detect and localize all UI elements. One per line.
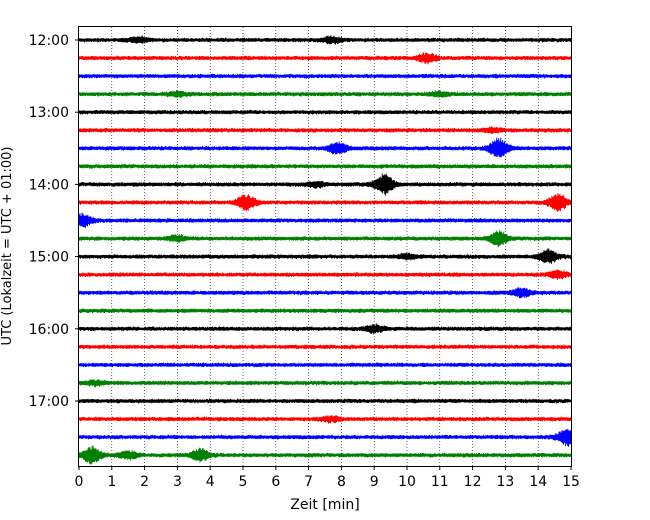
x-tick-label: 14 <box>529 474 547 490</box>
x-tick-label: 6 <box>271 474 280 490</box>
y-tick-label: 13:00 <box>29 105 69 121</box>
trace-line <box>78 362 572 368</box>
x-tick-label: 9 <box>370 474 379 490</box>
y-axis: 12:00 13:00 14:00 15:00 16:00 17:00 <box>29 33 79 410</box>
y-tick-label: 12:00 <box>29 33 69 49</box>
trace-line <box>78 428 572 447</box>
x-tick-label: 10 <box>398 474 416 490</box>
trace-line <box>78 52 572 65</box>
trace-line <box>78 415 572 424</box>
trace-line <box>78 287 572 299</box>
x-axis: 0 1 2 3 4 5 6 7 8 9 10 11 12 13 14 15 <box>75 466 580 490</box>
trace-line <box>78 308 572 314</box>
x-tick-label: 7 <box>304 474 313 490</box>
trace-line <box>78 126 572 134</box>
x-tick-label: 4 <box>206 474 215 490</box>
seismic-traces <box>78 35 572 465</box>
y-axis-label: UTC (Lokalzeit = UTC + 01:00) <box>0 147 15 346</box>
trace-line <box>78 35 572 45</box>
trace-line <box>78 173 572 196</box>
x-tick-label: 1 <box>107 474 116 490</box>
trace-line <box>78 344 572 350</box>
trace-line <box>78 398 572 404</box>
trace-line <box>78 379 572 388</box>
x-axis-label: Zeit [min] <box>290 497 359 513</box>
trace-line <box>78 248 572 264</box>
grid-lines <box>111 27 539 466</box>
y-tick-label: 17:00 <box>29 394 69 410</box>
y-tick-label: 14:00 <box>29 177 69 193</box>
trace-line <box>78 323 572 335</box>
plot-frame <box>78 26 572 467</box>
trace-line <box>78 73 572 79</box>
trace-line <box>78 269 572 280</box>
trace-line <box>78 163 572 169</box>
trace-line <box>78 109 572 115</box>
trace-line <box>78 212 572 228</box>
x-tick-label: 8 <box>337 474 346 490</box>
trace-line <box>78 445 572 465</box>
trace-line <box>78 137 572 158</box>
x-tick-label: 15 <box>562 474 580 490</box>
x-tick-label: 3 <box>173 474 182 490</box>
x-tick-label: 0 <box>75 474 84 490</box>
trace-line <box>78 193 572 212</box>
x-tick-label: 13 <box>496 474 514 490</box>
x-tick-label: 11 <box>431 474 449 490</box>
trace-line <box>78 89 572 98</box>
x-tick-label: 12 <box>464 474 482 490</box>
y-tick-label: 16:00 <box>29 322 69 338</box>
x-tick-label: 2 <box>140 474 149 490</box>
y-tick-label: 15:00 <box>29 250 69 266</box>
x-tick-label: 5 <box>239 474 248 490</box>
trace-line <box>78 230 572 248</box>
